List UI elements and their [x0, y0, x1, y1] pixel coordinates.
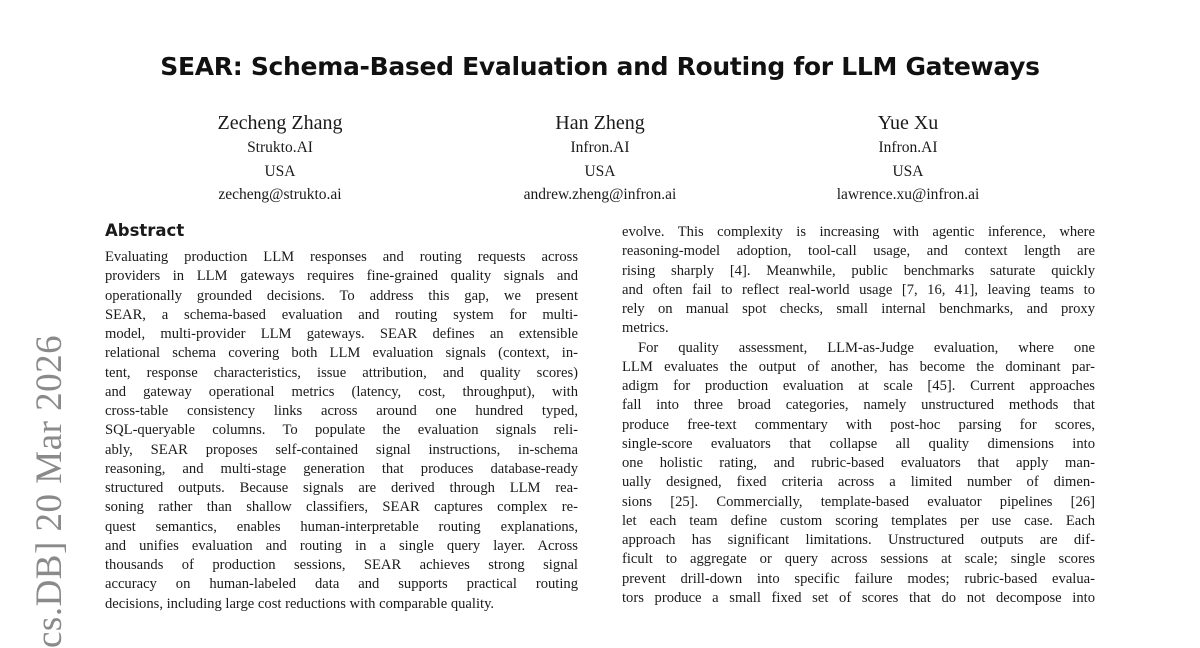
text-line: and often fail to reflect real-world usa…: [622, 281, 1095, 298]
text-line: model, multi-provider LLM gateways. SEAR…: [105, 326, 578, 342]
paper-title: SEAR: Schema-Based Evaluation and Routin…: [160, 52, 1040, 81]
text-line: For quality assessment, LLM-as-Judge eva…: [638, 339, 1095, 356]
text-line: structured outputs. Because signals are …: [105, 480, 578, 496]
text-line: ably, SEAR proposes self-contained signa…: [105, 441, 578, 458]
text-line: adigm for production evaluation at scale…: [622, 378, 1095, 394]
author-country: USA: [892, 162, 924, 180]
text-line: quest semantics, enables human-interpret…: [105, 518, 578, 535]
text-line: operationally grounded decisions. To add…: [105, 287, 578, 304]
text-line: let each team define custom scoring temp…: [622, 512, 1095, 529]
text-line: soning rather than shallow classifiers, …: [105, 499, 578, 516]
text-line: fall into three broad categories, namely…: [622, 397, 1095, 414]
text-line: Evaluating production LLM responses and …: [105, 249, 578, 265]
text-line: produce free-text commentary with post-h…: [622, 416, 1095, 433]
author-affiliation: Infron.AI: [570, 139, 630, 156]
text-line: and gateway operational metrics (latency…: [105, 383, 578, 400]
text-line: reasoning, and multi-stage generation th…: [105, 460, 578, 477]
text-line: tent, response characteristics, issue at…: [105, 364, 578, 381]
intro-body: evolve. This complexity is increasing wi…: [622, 223, 1095, 608]
text-line: sions [25]. Commercially, template-based…: [622, 493, 1095, 510]
text-line: LLM evaluates the output of another, has…: [622, 358, 1095, 375]
arxiv-stamp: cs.DB] 20 Mar 2026: [29, 334, 70, 648]
text-line: one holistic rating, and rubric-based ev…: [622, 455, 1095, 471]
text-line: approach has significant limitations. Un…: [622, 532, 1095, 548]
author-email: lawrence.xu@infron.ai: [836, 186, 980, 203]
author-affiliation: Strukto.AI: [247, 139, 313, 156]
text-line: decisions, including large cost reductio…: [105, 595, 495, 612]
author-block: Han Zheng Infron.AI USA andrew.zheng@inf…: [450, 110, 750, 207]
text-line: ficult to aggregate or query across sess…: [622, 551, 1095, 568]
author-country: USA: [264, 162, 296, 180]
text-line: thousands of production sessions, SEAR a…: [105, 557, 578, 573]
text-line: reasoning-model adoption, tool-call usag…: [622, 243, 1095, 260]
text-line: cross-table consistency links across aro…: [105, 403, 578, 419]
text-line: providers in LLM gateways requires fine-…: [105, 268, 578, 285]
text-line: rely on manual spot checks, small intern…: [622, 301, 1095, 317]
abstract-heading: Abstract: [105, 221, 185, 240]
text-line: and unifies evaluation and routing in a …: [105, 537, 578, 554]
text-line: tors produce a small fixed set of scores…: [622, 589, 1095, 606]
text-line: single-score evaluators that collapse al…: [622, 435, 1095, 452]
author-email: zecheng@strukto.ai: [218, 186, 342, 203]
text-line: rising sharply [4]. Meanwhile, public be…: [622, 262, 1095, 279]
author-country: USA: [584, 162, 616, 180]
author-block: Yue Xu Infron.AI USA lawrence.xu@infron.…: [758, 110, 1058, 207]
abstract-body: Evaluating production LLM responses and …: [105, 248, 578, 614]
author-name: Zecheng Zhang: [217, 112, 343, 134]
text-line: accuracy on human-labeled data and suppo…: [105, 576, 578, 593]
author-block: Zecheng Zhang Strukto.AI USA zecheng@str…: [130, 110, 430, 207]
text-line: evolve. This complexity is increasing wi…: [622, 224, 1095, 240]
author-name: Yue Xu: [877, 112, 939, 134]
author-email: andrew.zheng@infron.ai: [523, 186, 677, 203]
text-line: prevent drill-down into specific failure…: [622, 570, 1095, 587]
author-affiliation: Infron.AI: [878, 139, 938, 156]
text-line: SQL-queryable columns. To populate the e…: [105, 422, 578, 439]
text-line: SEAR, a schema-based evaluation and rout…: [105, 306, 578, 323]
author-name: Han Zheng: [555, 112, 645, 134]
text-line: relational schema covering both LLM eval…: [105, 345, 578, 362]
text-line: ually designed, fixed criteria across a …: [622, 474, 1095, 491]
text-line: metrics.: [622, 320, 669, 337]
